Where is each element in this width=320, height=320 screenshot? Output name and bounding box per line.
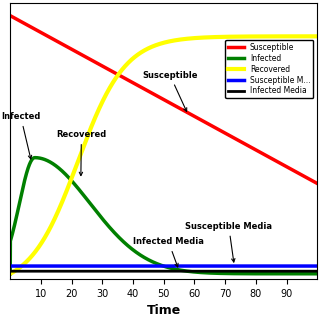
Legend: Susceptible, Infected, Recovered, Susceptible M..., Infected Media: Susceptible, Infected, Recovered, Suscep… — [225, 40, 313, 99]
X-axis label: Time: Time — [147, 304, 181, 317]
Susceptible M... — [306, 264, 310, 268]
Text: Infected: Infected — [1, 112, 40, 159]
Susceptible M... — [149, 264, 153, 268]
Infected Media — [306, 269, 310, 273]
Susceptible — [315, 181, 319, 185]
Susceptible — [250, 146, 254, 150]
Susceptible — [24, 22, 28, 26]
Infected — [250, 272, 254, 276]
Text: Susceptible: Susceptible — [142, 71, 198, 111]
Susceptible — [8, 14, 12, 18]
Infected — [33, 156, 37, 160]
Infected — [24, 174, 28, 178]
Line: Recovered: Recovered — [10, 36, 317, 274]
Infected Media — [149, 269, 153, 273]
Infected Media — [250, 269, 254, 273]
Susceptible — [149, 91, 153, 95]
Infected — [149, 260, 153, 263]
Susceptible M... — [250, 264, 254, 268]
Recovered — [8, 272, 12, 276]
Infected — [306, 272, 310, 276]
Infected Media — [157, 269, 161, 273]
Susceptible M... — [8, 264, 12, 268]
Susceptible — [157, 95, 161, 99]
Susceptible M... — [306, 264, 310, 268]
Recovered — [24, 260, 28, 264]
Susceptible M... — [157, 264, 161, 268]
Infected — [158, 263, 162, 267]
Recovered — [315, 35, 319, 38]
Susceptible — [306, 177, 310, 180]
Line: Susceptible: Susceptible — [10, 16, 317, 183]
Line: Infected: Infected — [10, 158, 317, 274]
Susceptible — [306, 177, 310, 180]
Infected Media — [24, 269, 28, 273]
Text: Recovered: Recovered — [56, 130, 107, 176]
Susceptible M... — [315, 264, 319, 268]
Recovered — [157, 42, 161, 46]
Recovered — [306, 35, 310, 38]
Text: Susceptible Media: Susceptible Media — [185, 222, 272, 262]
Infected — [315, 272, 319, 276]
Infected — [307, 272, 310, 276]
Susceptible M... — [24, 264, 28, 268]
Infected Media — [8, 269, 12, 273]
Infected Media — [315, 269, 319, 273]
Infected — [8, 272, 12, 276]
Recovered — [306, 35, 310, 38]
Recovered — [149, 45, 153, 49]
Infected Media — [306, 269, 310, 273]
Recovered — [250, 35, 254, 38]
Text: Infected Media: Infected Media — [133, 237, 204, 267]
